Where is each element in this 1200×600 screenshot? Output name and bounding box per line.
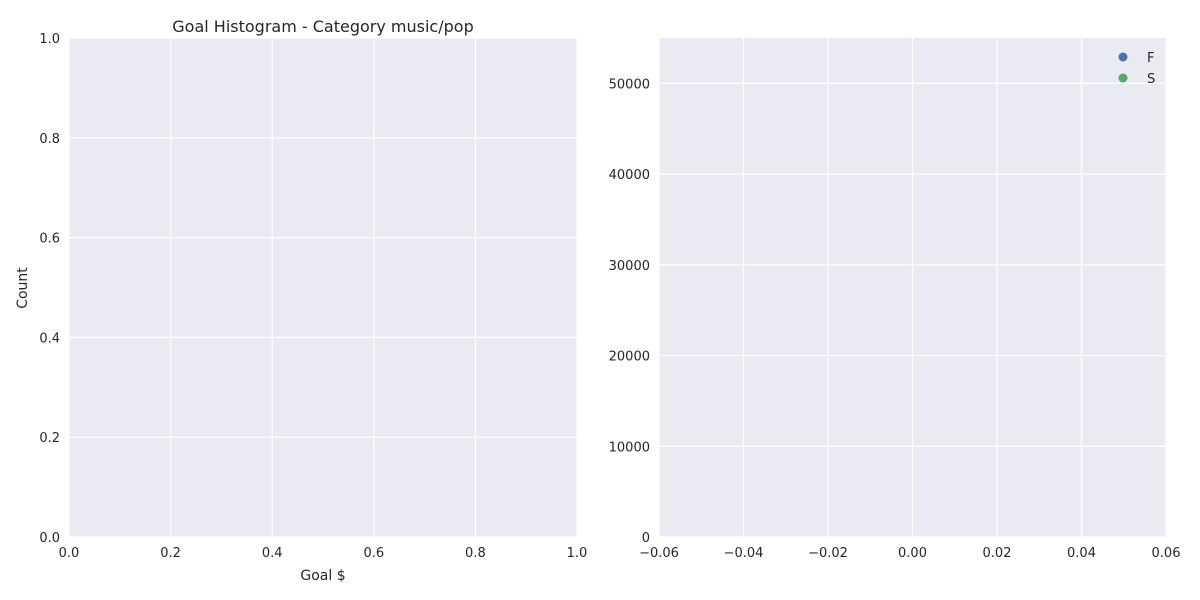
y-tick-label: 40000 <box>609 168 650 183</box>
scatter-legend: FS <box>1118 51 1155 87</box>
y-tick-label: 50000 <box>609 77 650 92</box>
x-tick-label: 0.02 <box>983 546 1012 561</box>
scatter-grid <box>658 38 1167 538</box>
x-tick-label: −0.02 <box>808 546 848 561</box>
y-tick-label: 30000 <box>609 259 650 274</box>
y-tick-label: 10000 <box>609 440 650 455</box>
x-tick-label: 0.06 <box>1152 546 1181 561</box>
legend-marker-s <box>1118 73 1128 83</box>
histogram-panel: 0.0 0.2 0.4 0.6 0.8 1.0 0.0 0.2 0.4 0.6 0.8 1.0 Goa… <box>15 17 587 584</box>
scatter-panel: −0.06 −0.04 −0.02 0.00 0.02 0.04 0.06 0 10000 200… <box>609 38 1181 561</box>
y-tick-label: 0 <box>642 531 650 546</box>
histogram-title: Goal Histogram - Category music/pop <box>172 17 473 36</box>
y-tick-label: 0.2 <box>39 431 60 446</box>
scatter-tick-labels: −0.06 −0.04 −0.02 0.00 0.02 0.04 0.06 0 10000 200… <box>609 77 1181 561</box>
x-tick-label: 0.4 <box>262 546 283 561</box>
y-tick-label: 1.0 <box>39 32 60 47</box>
y-tick-label: 0.0 <box>39 531 60 546</box>
x-tick-label: 0.00 <box>898 546 927 561</box>
y-tick-label: 20000 <box>609 350 650 365</box>
legend-label-s: S <box>1147 72 1155 87</box>
histogram-x-axis-label: Goal $ <box>300 568 345 584</box>
x-tick-label: 0.6 <box>363 546 384 561</box>
histogram-plot-area <box>69 38 577 537</box>
y-tick-label: 0.8 <box>39 132 60 147</box>
y-tick-label: 0.6 <box>39 232 60 247</box>
x-tick-label: 1.0 <box>567 546 588 561</box>
y-tick-label: 0.4 <box>39 331 60 346</box>
histogram-y-axis-label: Count <box>15 267 31 309</box>
x-tick-label: 0.2 <box>160 546 181 561</box>
histogram-grid <box>68 37 578 538</box>
x-tick-label: −0.06 <box>639 546 679 561</box>
histogram-tick-labels: 0.0 0.2 0.4 0.6 0.8 1.0 0.0 0.2 0.4 0.6 0.8 1.0 <box>39 32 587 561</box>
x-tick-label: −0.04 <box>724 546 764 561</box>
legend-label-f: F <box>1147 51 1154 66</box>
x-tick-label: 0.0 <box>59 546 80 561</box>
legend-marker-f <box>1118 52 1128 62</box>
x-tick-label: 0.04 <box>1067 546 1096 561</box>
x-tick-label: 0.8 <box>465 546 486 561</box>
